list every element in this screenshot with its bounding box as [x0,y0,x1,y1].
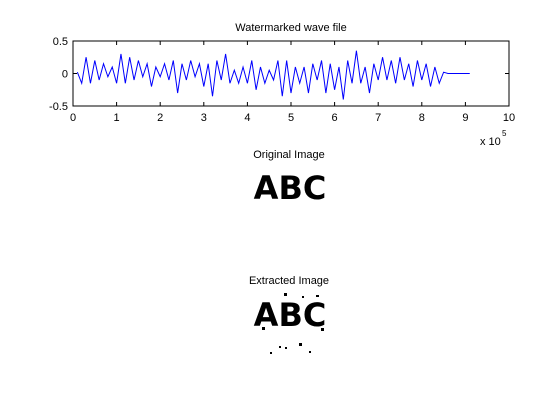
x-tick-label: 8 [419,112,425,124]
y-tick-label: 0.5 [53,36,68,48]
x-scale-label: x 10 [480,136,501,148]
image-title: Extracted Image [249,275,329,287]
x-tick-label: 6 [332,112,338,124]
x-tick-label: 3 [201,112,207,124]
x-tick-label: 2 [157,112,163,124]
x-scale-exponent: 5 [502,129,507,138]
waveform [76,50,470,100]
x-tick-label: 9 [462,112,468,124]
x-tick-label: 10 [503,112,515,124]
y-tick-label: 0 [62,69,68,81]
image-title: Original Image [253,149,325,161]
x-tick-label: 1 [114,112,120,124]
x-tick-label: 0 [70,112,76,124]
image-content: ABC [254,169,327,207]
y-tick-label: -0.5 [49,101,68,113]
x-tick-label: 5 [288,112,294,124]
x-tick-label: 7 [375,112,381,124]
chart-title: Watermarked wave file [235,22,346,34]
x-tick-label: 4 [244,112,250,124]
image-content: ABC [254,296,327,334]
noise-pixels [262,293,324,354]
